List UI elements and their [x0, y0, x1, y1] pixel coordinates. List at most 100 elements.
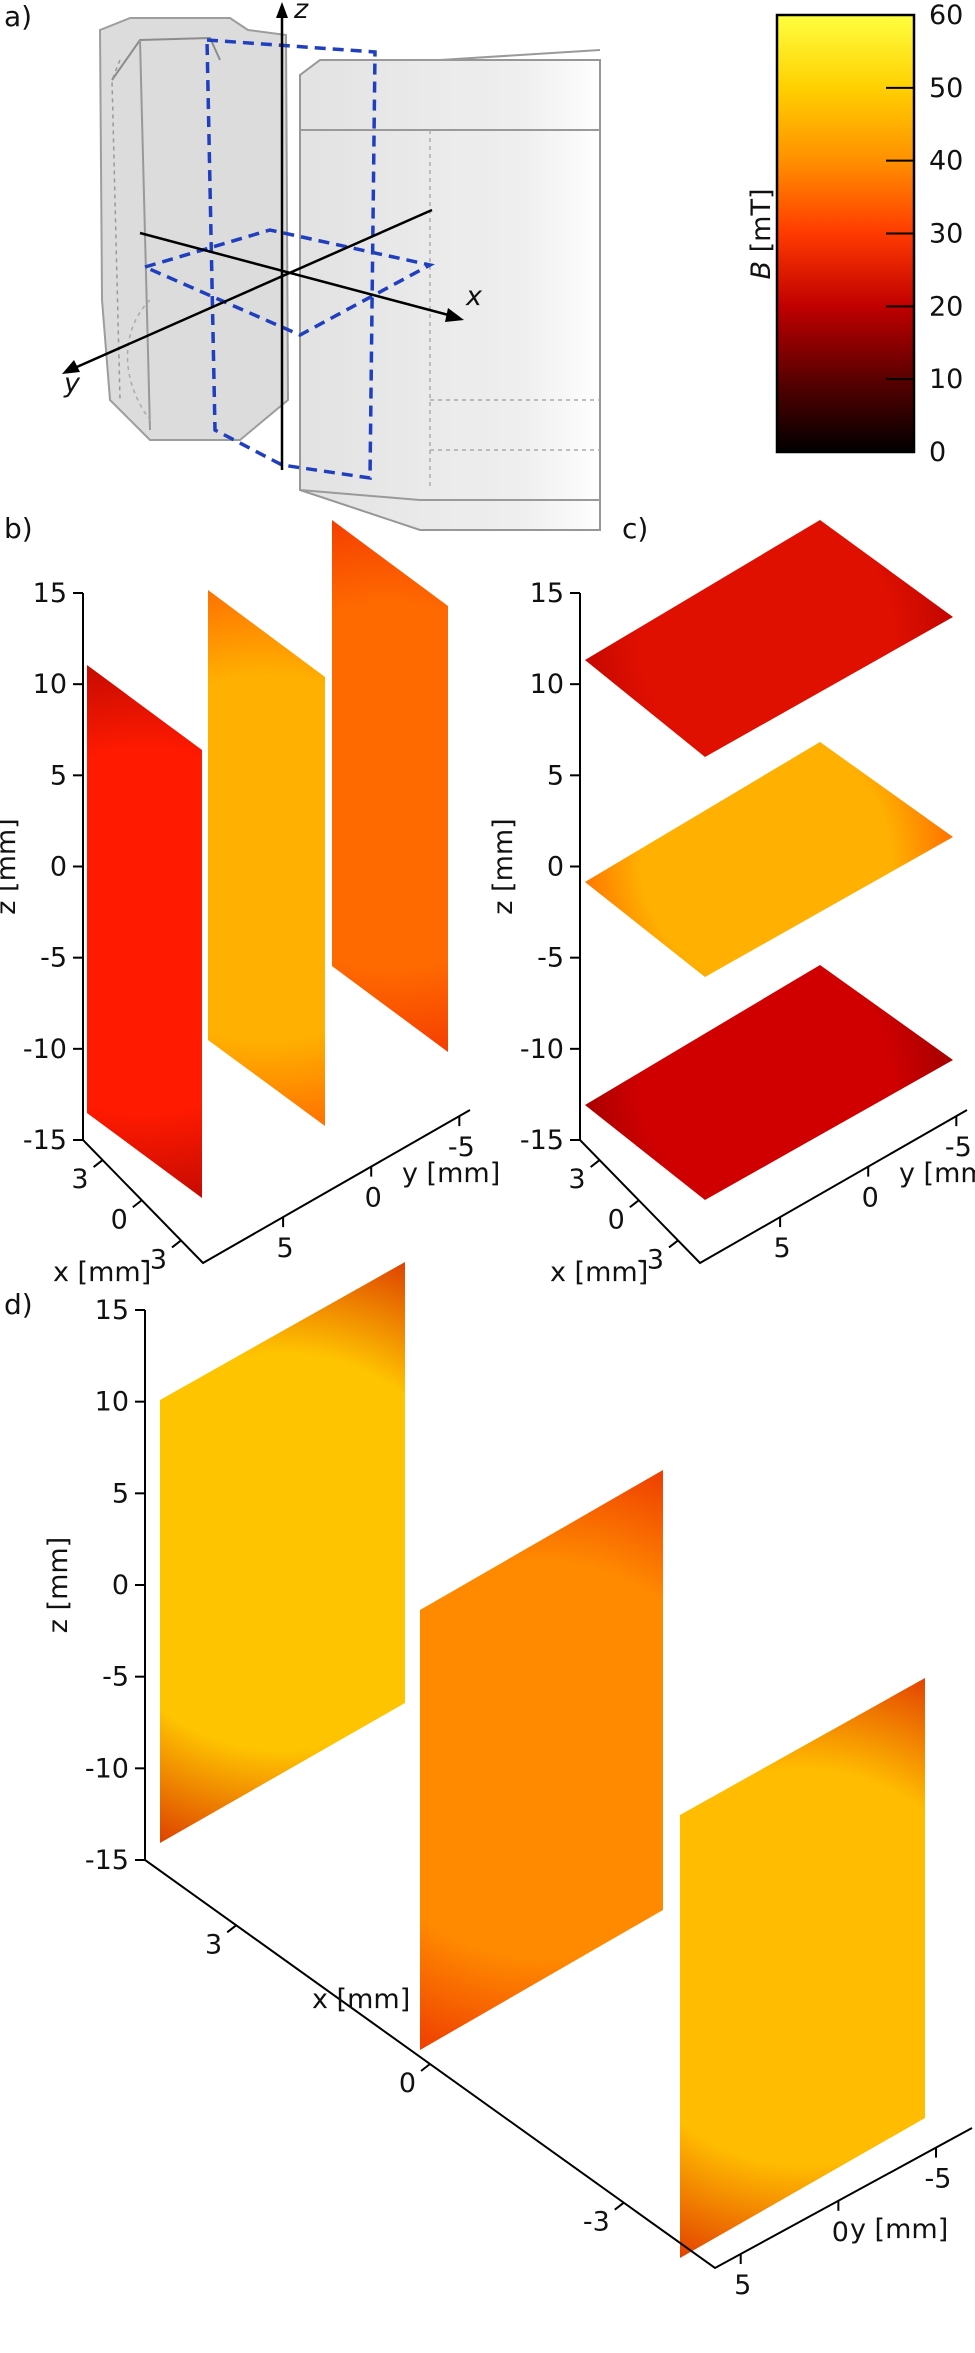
panel-b-label: b): [4, 512, 33, 545]
magnet-schematic: [98, 17, 601, 531]
x-tick-label: 3: [568, 1164, 585, 1195]
z-tick-label: -10: [520, 1034, 564, 1065]
y-axis-title: y [mm]: [899, 1158, 975, 1189]
y-tick-label: -5: [448, 1132, 475, 1163]
x-tick-label: 0: [399, 2068, 416, 2099]
y-tick-label: 5: [277, 1233, 294, 1264]
colorbar-tick-label: 50: [929, 73, 963, 104]
yz-plane-x-0: [208, 590, 325, 1126]
colorbar: 0 10 20 30 40 50 60 B [mT]: [746, 0, 963, 468]
y-tick-label: -5: [945, 1132, 972, 1163]
panel-d-label: d): [4, 1288, 33, 1321]
z-tick-label: 10: [95, 1387, 129, 1418]
xy-plane-z-0: [585, 742, 953, 977]
x-axis-title: x [mm]: [53, 1257, 151, 1288]
panel-a: a) z x: [4, 0, 963, 531]
panel-a-label: a): [4, 0, 32, 33]
z-axis-title: z [mm]: [0, 818, 22, 914]
colorbar-tick-label: 20: [929, 291, 963, 322]
z-tick-label: 10: [530, 669, 564, 700]
measurement-planes: [139, 38, 435, 481]
z-axis-title: z [mm]: [488, 818, 519, 914]
y-tick-label: 5: [734, 2270, 751, 2301]
z-tick-label: 15: [33, 578, 67, 609]
colorbar-tick-label: 0: [929, 437, 946, 468]
z-tick-label: 10: [33, 669, 67, 700]
z-tick-label: -5: [537, 943, 564, 974]
colorbar-tick-label: 10: [929, 364, 963, 395]
x-tick: [132, 1199, 143, 1209]
x-tick: [668, 1239, 679, 1249]
z-tick-label: -15: [23, 1125, 67, 1156]
colorbar-tick-label: 30: [929, 219, 963, 250]
z-tick-label: -10: [85, 1753, 129, 1784]
x-axis-title: x [mm]: [550, 1257, 648, 1288]
z-axis-label: z: [293, 0, 309, 25]
x-tick-label: -3: [637, 1244, 664, 1275]
z-tick-label: 0: [547, 852, 564, 883]
coordinate-axes: z x y: [62, 0, 483, 470]
yz-plane-x--3: [332, 520, 448, 1052]
x-tick: [226, 1924, 237, 1934]
x-axis-title: x [mm]: [312, 1984, 410, 2015]
y-axis-label: y: [63, 368, 81, 399]
y-tick-label: -5: [925, 2164, 952, 2195]
x-tick: [629, 1199, 640, 1209]
z-tick-label: 5: [547, 760, 564, 791]
y-tick-label: 0: [365, 1183, 382, 1214]
z-tick-label: -5: [40, 943, 67, 974]
z-tick-label: 0: [50, 852, 67, 883]
x-tick: [420, 2063, 431, 2072]
y-tick-label: 5: [774, 1233, 791, 1264]
left-magnet: [98, 17, 290, 441]
y-tick-label: 0: [862, 1183, 879, 1214]
y-axis: [69, 208, 433, 372]
z-tick-label: -15: [520, 1125, 564, 1156]
z-arrow-icon: [276, 2, 288, 18]
panel-c: c): [622, 512, 648, 545]
z-tick-label: -10: [23, 1034, 67, 1065]
colorbar-tick-label: 60: [929, 0, 963, 31]
x-tick-label: -3: [583, 2207, 610, 2238]
xy-plane-z--10: [585, 965, 953, 1200]
z-axis-title: z [mm]: [43, 1537, 74, 1633]
colorbar-ticks: 0 10 20 30 40 50 60: [886, 0, 963, 468]
x-tick-label: -3: [140, 1244, 167, 1275]
yz-plane-x-3: [87, 665, 202, 1198]
x-axis-label: x: [465, 281, 483, 312]
panel-c-label: c): [622, 512, 648, 545]
colorbar-label: B [mT]: [746, 189, 777, 280]
z-tick-label: 5: [50, 760, 67, 791]
x-tick: [614, 2201, 625, 2211]
vertical-plane: [205, 38, 377, 481]
x-axis: [139, 231, 457, 319]
yz-plane-x--3: [680, 1678, 925, 2258]
x-tick-label: 3: [71, 1164, 88, 1195]
x-tick-label: 0: [608, 1204, 625, 1235]
y-axis-title: y [mm]: [850, 2214, 948, 2245]
z-tick-label: 0: [112, 1570, 129, 1601]
panel-d-plot: 15 10 5 0 -5 -10 -15 z [mm] 3 0 -3 x [mm] 5 0 -5 y [mm]: [43, 1262, 973, 2301]
x-tick: [92, 1159, 104, 1168]
y-tick-label: 0: [832, 2217, 849, 2248]
y-axis-title: y [mm]: [402, 1158, 500, 1189]
z-tick-label: -5: [102, 1662, 129, 1693]
x-tick-label: 0: [111, 1204, 128, 1235]
xy-plane-z-10: [585, 520, 953, 757]
panel-d: d): [4, 1288, 33, 1321]
yz-plane-x-0: [420, 1470, 663, 2050]
x-tick: [589, 1159, 601, 1168]
yz-plane-x-3: [160, 1262, 405, 1843]
z-tick-label: 15: [95, 1295, 129, 1326]
panel-b: b): [4, 512, 33, 545]
z-tick-label: 15: [530, 578, 564, 609]
x-tick-label: 3: [205, 1929, 222, 1960]
y-arrow-icon: [62, 360, 80, 374]
colorbar-tick-label: 40: [929, 146, 963, 177]
horizontal-plane: [139, 228, 435, 337]
z-tick-label: 5: [112, 1478, 129, 1509]
